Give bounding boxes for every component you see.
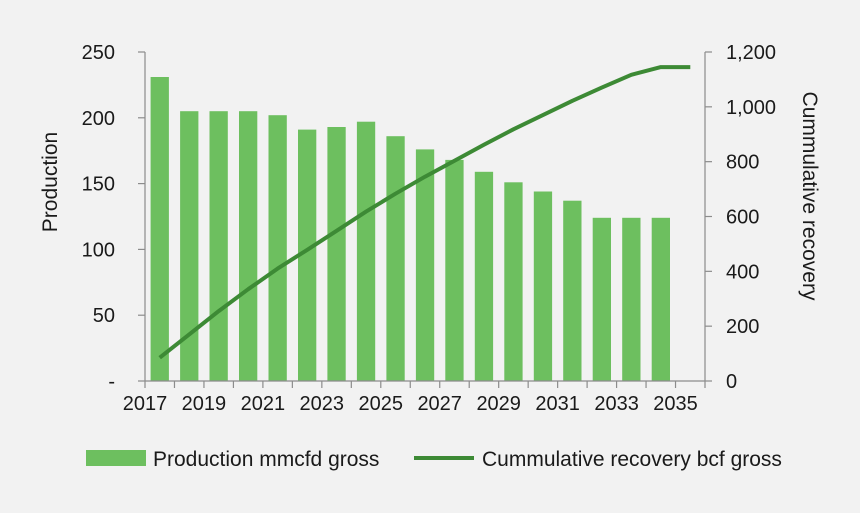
y-tick-label: - <box>108 371 115 393</box>
y-tick-label: 150 <box>82 174 115 196</box>
y-tick-label: 250 <box>82 42 115 64</box>
bar-2027 <box>445 159 464 381</box>
bar-2025 <box>386 136 405 381</box>
bar-2031 <box>563 200 582 381</box>
bar-2018 <box>180 111 199 381</box>
y2-axis-title: Cummulative recovery <box>798 92 821 301</box>
bar-2022 <box>298 129 317 381</box>
bar-2032 <box>592 217 611 381</box>
line-layer <box>158 65 691 360</box>
bar-2019 <box>209 111 228 381</box>
axes-layer: 2017 2019 2021 2023 2025 2027 2029 2031 2033 2035… <box>82 42 776 415</box>
x-tick-label: 2033 <box>594 393 639 415</box>
y-tick-label: 50 <box>93 305 115 327</box>
bar-2017 <box>150 77 169 381</box>
x-tick-label: 2025 <box>359 393 404 415</box>
x-tick-label: 2017 <box>123 393 168 415</box>
bar-2026 <box>415 149 435 381</box>
bar-2024 <box>356 121 376 381</box>
bar-2030 <box>533 191 553 381</box>
legend-label-bar: Production mmcfd gross <box>153 448 379 471</box>
bar-2023 <box>327 127 346 381</box>
line-cumulative-recovery <box>158 65 691 360</box>
bar-2029 <box>504 182 523 381</box>
y-tick-label: 200 <box>82 108 115 130</box>
y2-tick-label: 1,000 <box>726 97 776 119</box>
y2-tick-label: 200 <box>726 316 759 338</box>
bar-2033 <box>622 217 641 381</box>
x-tick-label: 2031 <box>535 393 580 415</box>
x-tick-label: 2019 <box>182 393 227 415</box>
x-tick-label: 2021 <box>241 393 286 415</box>
y2-tick-label: 1,200 <box>726 42 776 64</box>
x-tick-label: 2035 <box>653 393 698 415</box>
y2-tick-label: 600 <box>726 207 759 229</box>
y-axis-title: Production <box>39 132 62 232</box>
y2-tick-label: 400 <box>726 261 759 283</box>
legend-swatch-bar <box>86 450 146 466</box>
x-tick-label: 2023 <box>300 393 345 415</box>
y2-tick-label: 800 <box>726 152 759 174</box>
bar-2028 <box>474 171 494 381</box>
x-tick-label: 2027 <box>417 393 462 415</box>
y-tick-label: 100 <box>82 239 115 261</box>
bar-2034 <box>651 217 670 381</box>
bars-layer <box>150 77 670 381</box>
y2-tick-label: 0 <box>726 371 737 393</box>
bar-2020 <box>239 111 258 381</box>
x-tick-label: 2029 <box>476 393 521 415</box>
legend-label-line: Cummulative recovery bcf gross <box>482 448 782 471</box>
bar-2021 <box>268 115 287 381</box>
legend: Production mmcfd gross Cummulative recov… <box>86 448 782 471</box>
